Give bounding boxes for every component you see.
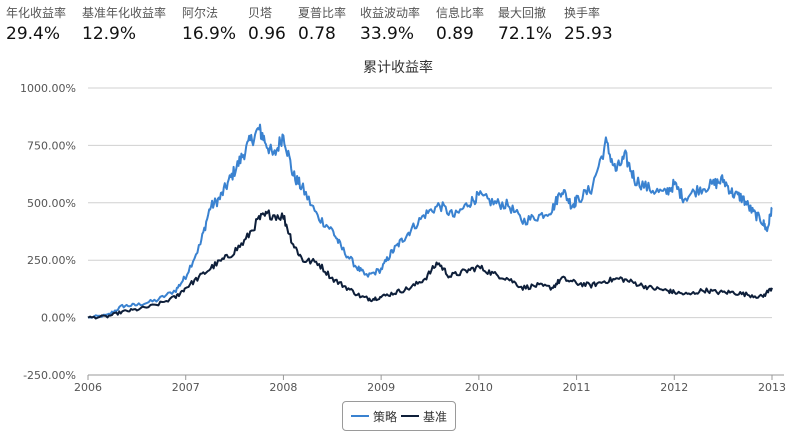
y-tick-label: 750.00% [27, 139, 76, 152]
stat-5: 收益波动率 33.9% [360, 6, 420, 45]
stat-value: 72.1% [498, 24, 553, 44]
grid-lines [88, 87, 772, 376]
stat-label: 年化收益率 [6, 6, 67, 20]
legend-item-benchmark[interactable]: 基准 [401, 402, 447, 430]
legend-label-benchmark: 基准 [423, 409, 448, 424]
y-tick-label: 500.00% [27, 197, 76, 210]
stats-bar: 年化收益率 29.4% 基准年化收益率 12.9% 阿尔法 16.9% 贝塔 0.96 夏普比率… [0, 0, 796, 50]
x-axis: 2006 2007 2008 2009 2010 2011 2012 2013 [74, 374, 786, 394]
x-tick-label: 2006 [74, 381, 102, 394]
stat-value: 25.93 [564, 24, 613, 44]
stat-value: 0.96 [248, 24, 286, 44]
y-axis: -250.00% 0.00% 250.00% 500.00% 750.00% 1000.0… [20, 82, 76, 382]
stat-label: 夏普比率 [298, 6, 347, 20]
stat-0: 年化收益率 29.4% [6, 6, 66, 45]
stat-6: 信息比率 0.89 [436, 6, 484, 45]
x-tick-label: 2011 [563, 381, 591, 394]
x-tick-label: 2012 [660, 381, 688, 394]
legend-swatch-strategy [351, 415, 369, 417]
stat-label: 换手率 [564, 6, 601, 20]
stat-label: 基准年化收益率 [82, 6, 167, 20]
stat-value: 29.4% [6, 24, 61, 44]
stat-value: 16.9% [182, 24, 237, 44]
stat-1: 基准年化收益率 12.9% [82, 6, 166, 45]
y-tick-label: 250.00% [27, 254, 76, 267]
stat-label: 贝塔 [248, 6, 273, 20]
stat-label: 最大回撤 [498, 6, 547, 20]
stat-value: 33.9% [360, 24, 415, 44]
stat-label: 收益波动率 [360, 6, 421, 20]
stat-value: 0.89 [436, 24, 474, 44]
stat-7: 最大回撤 72.1% [498, 6, 552, 45]
stat-label: 信息比率 [436, 6, 485, 20]
stat-3: 贝塔 0.96 [248, 6, 286, 45]
legend: 策略 基准 [342, 401, 456, 431]
x-tick-label: 2013 [758, 381, 786, 394]
stat-value: 0.78 [298, 24, 336, 44]
stat-8: 换手率 25.93 [564, 6, 613, 45]
y-tick-label: 1000.00% [20, 82, 76, 95]
cumulative-return-chart: 累计收益率 -250.00% 0.00% 250.00% 500.00% 750.00%… [20, 59, 786, 394]
y-tick-label: 0.00% [41, 312, 76, 325]
x-tick-label: 2007 [172, 381, 200, 394]
stat-4: 夏普比率 0.78 [298, 6, 346, 45]
series-group [87, 123, 773, 320]
series-line-strategy[interactable] [87, 123, 773, 319]
chart-title: 累计收益率 [363, 59, 433, 76]
x-tick-label: 2010 [465, 381, 493, 394]
y-tick-label: -250.00% [23, 369, 76, 382]
x-tick-label: 2009 [367, 381, 395, 394]
series-line-benchmark[interactable] [87, 209, 773, 320]
stat-value: 12.9% [82, 24, 137, 44]
x-tick-label: 2008 [269, 381, 297, 394]
stat-label: 阿尔法 [182, 6, 219, 20]
legend-label-strategy: 策略 [373, 409, 398, 424]
stat-2: 阿尔法 16.9% [182, 6, 236, 45]
legend-item-strategy[interactable]: 策略 [351, 402, 397, 430]
legend-swatch-benchmark [401, 415, 419, 417]
